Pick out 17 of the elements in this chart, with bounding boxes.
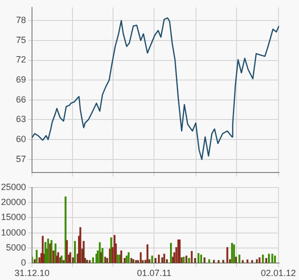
x-tick-label: 31.12.10 xyxy=(14,268,50,278)
y-tick-label: 75 xyxy=(16,34,26,45)
y-tick-label: 66 xyxy=(16,94,26,104)
y-tick-label: 20000 xyxy=(0,197,26,208)
y-tick-label: 25000 xyxy=(0,182,26,192)
x-tick-label: 01.07.11 xyxy=(136,268,172,278)
y-tick-label: 15000 xyxy=(0,212,26,222)
y-tick-label: 72 xyxy=(16,54,26,65)
y-tick-label: 63 xyxy=(16,114,26,124)
y-tick-label: 60 xyxy=(16,134,26,144)
y-tick-label: 0 xyxy=(20,258,26,268)
y-tick-label: 78 xyxy=(16,15,26,26)
y-tick-label: 69 xyxy=(16,74,26,85)
x-tick-label: 02.01.12 xyxy=(260,268,296,278)
y-tick-label: 57 xyxy=(16,154,26,164)
y-tick-label: 5000 xyxy=(6,242,26,253)
y-tick-label: 10000 xyxy=(0,227,26,238)
